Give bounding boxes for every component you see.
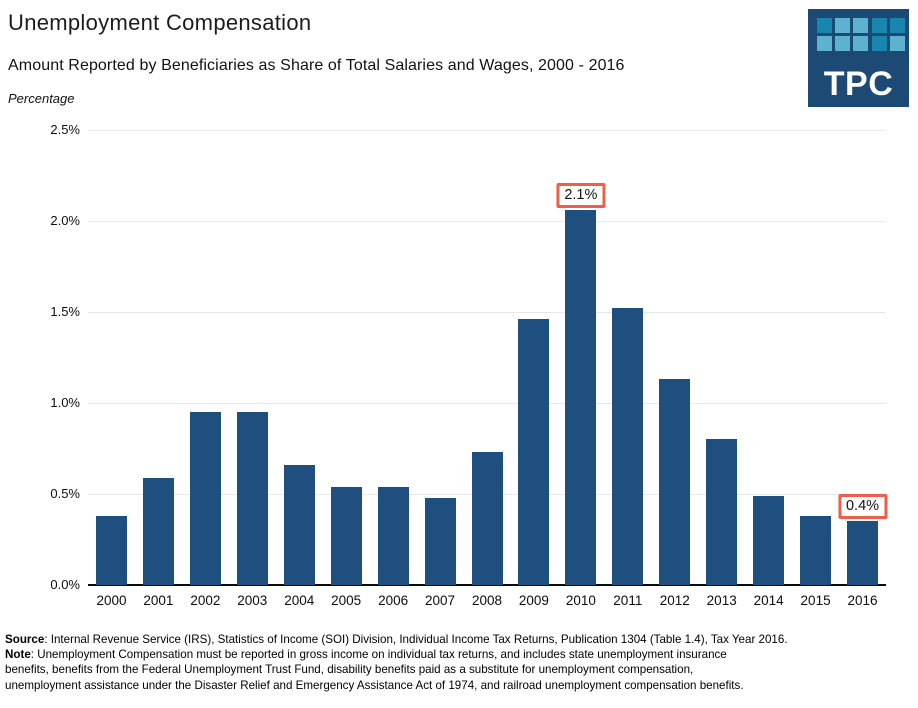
bar-2013 bbox=[706, 439, 738, 585]
y-tick-2.0%: 2.0% bbox=[50, 213, 80, 228]
gridline-1.0% bbox=[88, 402, 886, 404]
logo-square bbox=[817, 18, 832, 33]
bar-2002 bbox=[189, 412, 221, 585]
logo-square bbox=[817, 36, 832, 51]
note-text-1: : Unemployment Compensation must be repo… bbox=[30, 648, 727, 662]
bar-2012 bbox=[659, 379, 691, 585]
x-tick-2013: 2013 bbox=[706, 593, 737, 608]
x-tick-2008: 2008 bbox=[471, 593, 502, 608]
x-tick-2016: 2016 bbox=[847, 593, 878, 608]
data-label-2016: 0.4% bbox=[837, 494, 888, 520]
bar-2005 bbox=[330, 486, 362, 585]
source-line: Source: Internal Revenue Service (IRS), … bbox=[5, 632, 915, 647]
x-tick-2009: 2009 bbox=[518, 593, 549, 608]
y-tick-0.0%: 0.0% bbox=[50, 577, 80, 592]
bar-2011 bbox=[612, 308, 644, 585]
x-tick-2007: 2007 bbox=[425, 593, 456, 608]
data-label-2010: 2.1% bbox=[556, 183, 606, 209]
x-tick-2003: 2003 bbox=[237, 593, 268, 608]
x-tick-2004: 2004 bbox=[284, 593, 315, 608]
x-tick-2005: 2005 bbox=[331, 593, 362, 608]
logo-square bbox=[853, 36, 869, 51]
tpc-logo-text: TPC bbox=[823, 65, 894, 103]
y-tick-2.5%: 2.5% bbox=[50, 122, 80, 137]
y-tick-0.5%: 0.5% bbox=[50, 486, 80, 501]
bar-2009 bbox=[518, 319, 550, 585]
logo-square bbox=[853, 18, 869, 33]
bar-2015 bbox=[800, 515, 832, 585]
chart-footnotes: Source: Internal Revenue Service (IRS), … bbox=[5, 632, 915, 693]
x-tick-2012: 2012 bbox=[659, 593, 690, 608]
x-tick-2014: 2014 bbox=[753, 593, 784, 608]
note-line-1: Note: Unemployment Compensation must be … bbox=[5, 647, 915, 662]
page-title: Unemployment Compensation bbox=[8, 10, 312, 35]
bar-2001 bbox=[142, 477, 174, 585]
gridline-2.5% bbox=[88, 129, 886, 131]
bar-2007 bbox=[424, 497, 456, 585]
tpc-logo: TPC bbox=[808, 9, 909, 107]
source-text: : Internal Revenue Service (IRS), Statis… bbox=[44, 633, 788, 646]
y-axis-unit-label: Percentage bbox=[8, 91, 75, 106]
gridline-2.0% bbox=[88, 220, 886, 222]
y-tick-1.0%: 1.0% bbox=[50, 395, 80, 410]
note-label: Note bbox=[5, 648, 31, 662]
y-tick-1.5%: 1.5% bbox=[50, 304, 80, 319]
gridline-1.5% bbox=[88, 311, 886, 313]
logo-square bbox=[835, 18, 851, 33]
logo-square bbox=[835, 36, 851, 51]
x-tick-2000: 2000 bbox=[96, 593, 127, 608]
logo-square bbox=[871, 18, 887, 33]
x-tick-2001: 2001 bbox=[143, 593, 174, 608]
tpc-logo-grid bbox=[817, 18, 906, 51]
page-subtitle: Amount Reported by Beneficiaries as Shar… bbox=[8, 57, 625, 74]
logo-square bbox=[889, 36, 905, 51]
x-tick-2011: 2011 bbox=[613, 593, 643, 608]
bar-2008 bbox=[471, 452, 503, 585]
x-tick-2006: 2006 bbox=[378, 593, 409, 608]
bar-2003 bbox=[236, 412, 268, 585]
bar-2006 bbox=[377, 486, 409, 585]
logo-square bbox=[889, 18, 905, 33]
bar-2004 bbox=[283, 464, 315, 585]
x-tick-2015: 2015 bbox=[800, 593, 831, 608]
logo-square bbox=[871, 36, 887, 51]
x-axis-line bbox=[88, 584, 886, 586]
bar-2000 bbox=[95, 515, 127, 585]
x-tick-2010: 2010 bbox=[565, 593, 596, 608]
note-line-3: unemployment assistance under the Disast… bbox=[5, 678, 744, 692]
x-tick-2002: 2002 bbox=[190, 593, 221, 608]
bar-2016 bbox=[847, 521, 879, 585]
bar-2010 bbox=[565, 210, 597, 585]
bar-2014 bbox=[753, 495, 785, 585]
note-line-2: benefits, benefits from the Federal Unem… bbox=[5, 663, 694, 677]
source-label: Source bbox=[5, 633, 45, 646]
